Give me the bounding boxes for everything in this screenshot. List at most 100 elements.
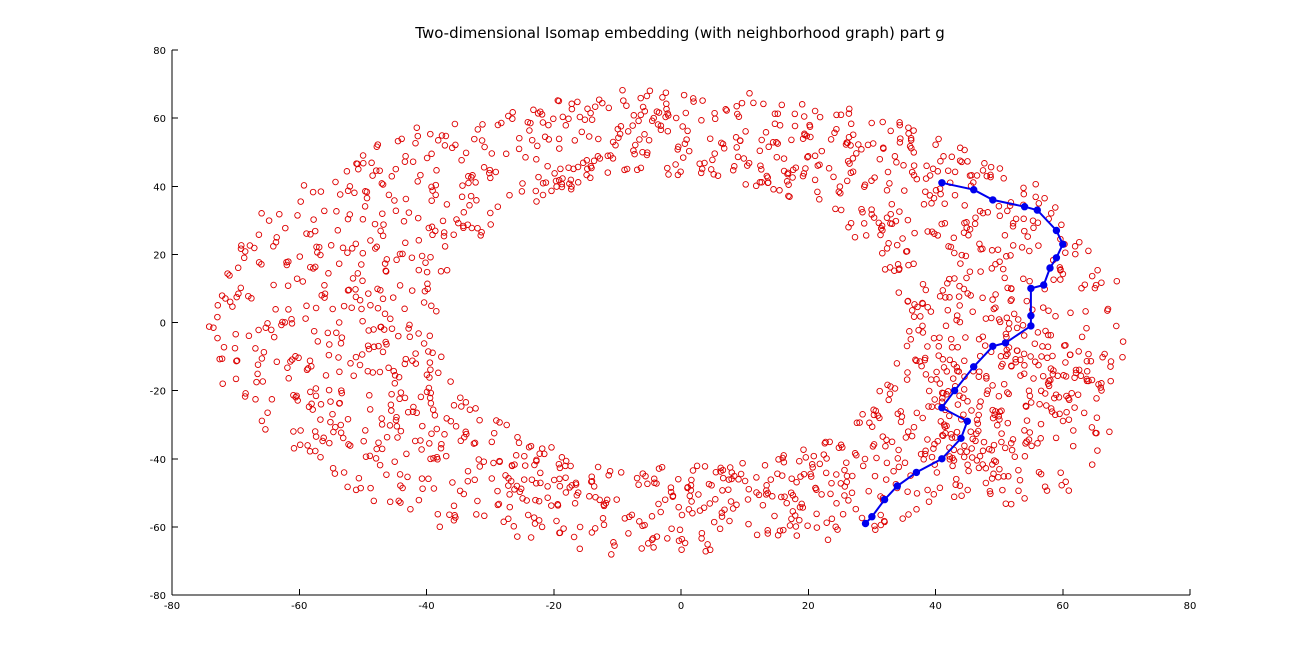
scatter-point: [961, 442, 968, 450]
scatter-point: [1021, 362, 1028, 369]
scatter-point: [839, 510, 847, 518]
scatter-point: [679, 123, 686, 130]
scatter-point: [1003, 314, 1011, 322]
scatter-point: [908, 307, 916, 314]
scatter-point: [774, 531, 782, 539]
scatter-point: [468, 224, 476, 232]
scatter-point: [739, 459, 746, 467]
scatter-point: [392, 207, 400, 215]
scatter-point: [939, 394, 946, 402]
scatter-point: [1008, 362, 1015, 370]
scatter-point: [1065, 416, 1073, 423]
scatter-point: [845, 110, 853, 117]
scatter-point: [365, 345, 373, 353]
scatter-point: [270, 333, 278, 341]
scatter-point: [719, 140, 727, 148]
scatter-point: [919, 299, 926, 307]
scatter-point: [452, 514, 459, 521]
scatter-point: [427, 400, 435, 407]
scatter-point: [216, 355, 223, 363]
scatter-point: [1088, 461, 1096, 468]
scatter-point: [1039, 343, 1046, 350]
scatter-point: [581, 116, 589, 123]
scatter-point: [785, 192, 792, 200]
scatter-point: [719, 474, 727, 482]
scatter-point: [896, 265, 903, 272]
scatter-point: [813, 524, 821, 531]
scatter-point: [428, 150, 435, 158]
scatter-point: [785, 181, 792, 188]
scatter-point: [930, 194, 938, 202]
scatter-point: [991, 457, 998, 464]
scatter-point: [409, 408, 417, 416]
scatter-point: [556, 529, 563, 537]
scatter-point: [716, 525, 724, 533]
scatter-point: [393, 413, 400, 421]
scatter-point: [966, 226, 974, 233]
scatter-point: [771, 110, 779, 118]
scatter-point: [544, 483, 551, 490]
scatter-point: [886, 390, 894, 398]
scatter-point: [338, 389, 346, 397]
scatter-point: [667, 488, 675, 496]
scatter-point: [232, 330, 239, 338]
scatter-point: [264, 320, 271, 327]
scatter-point: [986, 487, 994, 495]
scatter-point: [939, 432, 947, 440]
scatter-point: [297, 427, 304, 434]
scatter-point: [237, 284, 245, 292]
scatter-point: [804, 522, 811, 529]
scatter-point: [745, 485, 753, 493]
x-tick-label: -80: [164, 601, 180, 612]
scatter-point: [849, 472, 856, 480]
scatter-point: [964, 486, 971, 494]
scatter-point: [427, 366, 434, 373]
scatter-point: [672, 161, 679, 168]
scatter-point: [415, 496, 423, 504]
scatter-point: [226, 272, 233, 279]
scatter-point: [388, 407, 395, 414]
scatter-point: [515, 145, 523, 153]
scatter-point: [883, 459, 891, 467]
scatter-point: [406, 333, 414, 341]
scatter-point: [521, 452, 528, 460]
scatter-point: [965, 467, 972, 475]
scatter-point: [1085, 350, 1092, 358]
scatter-point: [238, 242, 245, 249]
scatter-point: [511, 486, 518, 493]
scatter-point: [461, 433, 468, 441]
scatter-point: [893, 241, 901, 249]
scatter-point: [781, 493, 788, 500]
scatter-point: [753, 531, 761, 539]
scatter-point: [369, 369, 377, 376]
scatter-point: [667, 484, 675, 491]
scatter-point: [1035, 242, 1042, 249]
scatter-point: [555, 97, 563, 105]
scatter-point: [290, 428, 297, 435]
scatter-point: [255, 231, 263, 238]
scatter-point: [537, 479, 544, 487]
scatter-point: [904, 488, 911, 495]
scatter-point: [394, 434, 401, 441]
scatter-point: [1098, 279, 1105, 286]
scatter-point: [1113, 277, 1121, 285]
scatter-point: [306, 357, 314, 365]
scatter-point: [788, 475, 795, 482]
path-point: [938, 455, 946, 463]
scatter-point: [941, 200, 948, 207]
scatter-point: [338, 387, 345, 394]
scatter-point: [436, 523, 444, 531]
scatter-point: [954, 401, 962, 408]
scatter-point: [557, 165, 564, 173]
scatter-point: [956, 318, 964, 326]
scatter-point: [963, 448, 970, 455]
scatter-point: [409, 357, 416, 364]
scatter-point: [389, 294, 397, 301]
scatter-point: [955, 368, 963, 375]
scatter-point: [1113, 322, 1120, 330]
scatter-point: [317, 251, 324, 259]
scatter-point: [636, 518, 643, 525]
scatter-point: [464, 467, 472, 475]
scatter-point: [953, 316, 960, 324]
scatter-point: [610, 539, 617, 546]
